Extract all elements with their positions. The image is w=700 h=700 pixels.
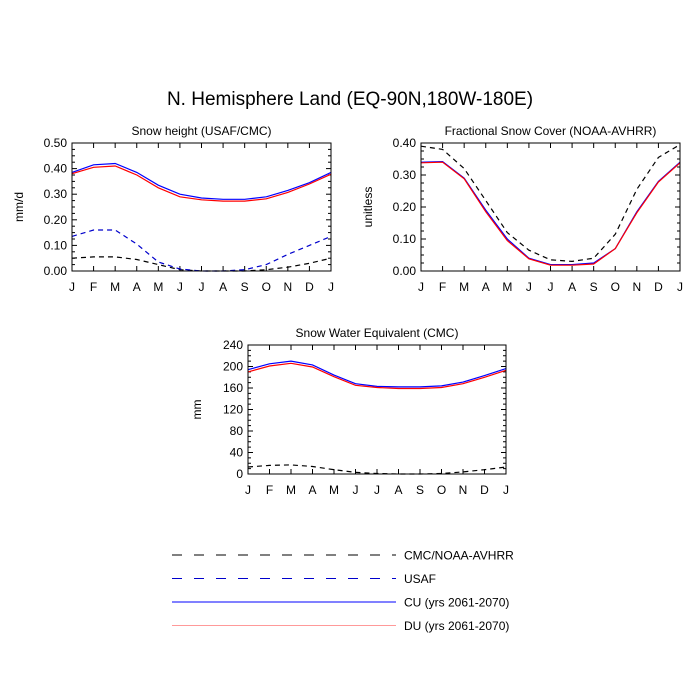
x-tick-label: M: [110, 280, 120, 294]
x-tick-label: M: [502, 280, 512, 294]
y-tick-label: 240: [223, 338, 243, 352]
page-title: N. Hemisphere Land (EQ-90N,180W-180E): [166, 89, 534, 110]
chart-panel-3: Snow Water Equivalent (CMC) mm 0 40 80 120 160…: [190, 326, 509, 497]
series-line-cu: [247, 360, 507, 388]
plot-frame: [420, 142, 681, 272]
x-tick-label: S: [241, 280, 249, 294]
y-tick-label: 0.10: [44, 238, 68, 252]
chart-title: Snow height (USAF/CMC): [131, 124, 271, 138]
y-tick-label: 0.40: [44, 162, 68, 176]
series-line-cu: [420, 160, 681, 266]
x-tick-label: F: [90, 280, 97, 294]
y-tick-label: 0.50: [44, 136, 68, 150]
x-tick-label: A: [219, 280, 227, 294]
x-tick-label: J: [353, 483, 359, 497]
y-tick-label: 0.20: [44, 213, 68, 227]
x-tick-label: S: [416, 483, 424, 497]
y-axis-label: mm: [190, 400, 204, 420]
legend-label: USAF: [404, 572, 436, 586]
chart-panel-2: Fractional Snow Cover (NOAA-AVHRR) unitle…: [361, 124, 683, 294]
series-line-du: [420, 161, 681, 266]
x-tick-label: M: [153, 280, 163, 294]
x-tick-label: J: [177, 280, 183, 294]
plot-frame: [71, 142, 332, 272]
x-tick-label: A: [394, 483, 402, 497]
x-tick-label: J: [418, 280, 424, 294]
x-tick-label: O: [437, 483, 446, 497]
x-tick-label: N: [459, 483, 468, 497]
y-tick-label: 0.00: [44, 264, 68, 278]
y-tick-label: 0.00: [393, 264, 417, 278]
x-tick-label: N: [283, 280, 292, 294]
x-tick-label: S: [590, 280, 598, 294]
y-tick-label: 0.10: [393, 232, 417, 246]
x-tick-label: J: [328, 280, 334, 294]
chart-title: Snow Water Equivalent (CMC): [296, 326, 459, 340]
legend-label: CMC/NOAA-AVHRR: [404, 549, 514, 563]
x-tick-label: D: [480, 483, 489, 497]
y-tick-label: 0.30: [393, 168, 417, 182]
x-tick-label: J: [69, 280, 75, 294]
x-tick-label: O: [611, 280, 620, 294]
y-tick-label: 40: [230, 446, 244, 460]
x-tick-label: J: [245, 483, 251, 497]
plot-frame: [247, 344, 507, 475]
y-tick-label: 120: [223, 403, 243, 417]
y-tick-label: 0.40: [393, 136, 417, 150]
y-tick-label: 0: [236, 467, 243, 481]
series-line-obs: [420, 144, 681, 263]
x-tick-label: F: [439, 280, 446, 294]
y-tick-label: 0.30: [44, 187, 68, 201]
x-tick-label: O: [262, 280, 271, 294]
x-tick-label: M: [459, 280, 469, 294]
series-line-usaf: [71, 229, 332, 272]
y-tick-label: 80: [230, 424, 244, 438]
series-line-du: [71, 165, 332, 202]
x-tick-label: N: [632, 280, 641, 294]
x-tick-label: D: [654, 280, 663, 294]
x-tick-label: J: [526, 280, 532, 294]
series-line-du: [247, 362, 507, 390]
x-tick-label: J: [503, 483, 509, 497]
y-axis-label: unitless: [361, 187, 375, 228]
chart-title: Fractional Snow Cover (NOAA-AVHRR): [445, 124, 657, 138]
x-tick-label: J: [374, 483, 380, 497]
y-tick-label: 200: [223, 360, 243, 374]
x-tick-label: M: [329, 483, 339, 497]
x-tick-label: A: [568, 280, 576, 294]
y-tick-label: 160: [223, 381, 243, 395]
legend-label: DU (yrs 2061-2070): [404, 619, 509, 633]
x-tick-label: F: [266, 483, 273, 497]
x-tick-label: A: [482, 280, 490, 294]
legend: CMC/NOAA-AVHRR USAF CU (yrs 2061-2070) DU (…: [172, 549, 514, 633]
x-tick-label: D: [305, 280, 314, 294]
x-tick-label: A: [308, 483, 316, 497]
legend-label: CU (yrs 2061-2070): [404, 596, 509, 610]
y-axis-label: mm/d: [12, 192, 26, 222]
x-tick-label: A: [133, 280, 141, 294]
series-line-cu: [71, 162, 332, 200]
y-tick-label: 0.20: [393, 200, 417, 214]
x-tick-label: J: [199, 280, 205, 294]
chart-panel-1: Snow height (USAF/CMC) mm/d 0.00 0.10 0.20 0.…: [12, 124, 334, 294]
x-tick-label: J: [548, 280, 554, 294]
x-tick-label: M: [286, 483, 296, 497]
x-tick-label: J: [677, 280, 683, 294]
